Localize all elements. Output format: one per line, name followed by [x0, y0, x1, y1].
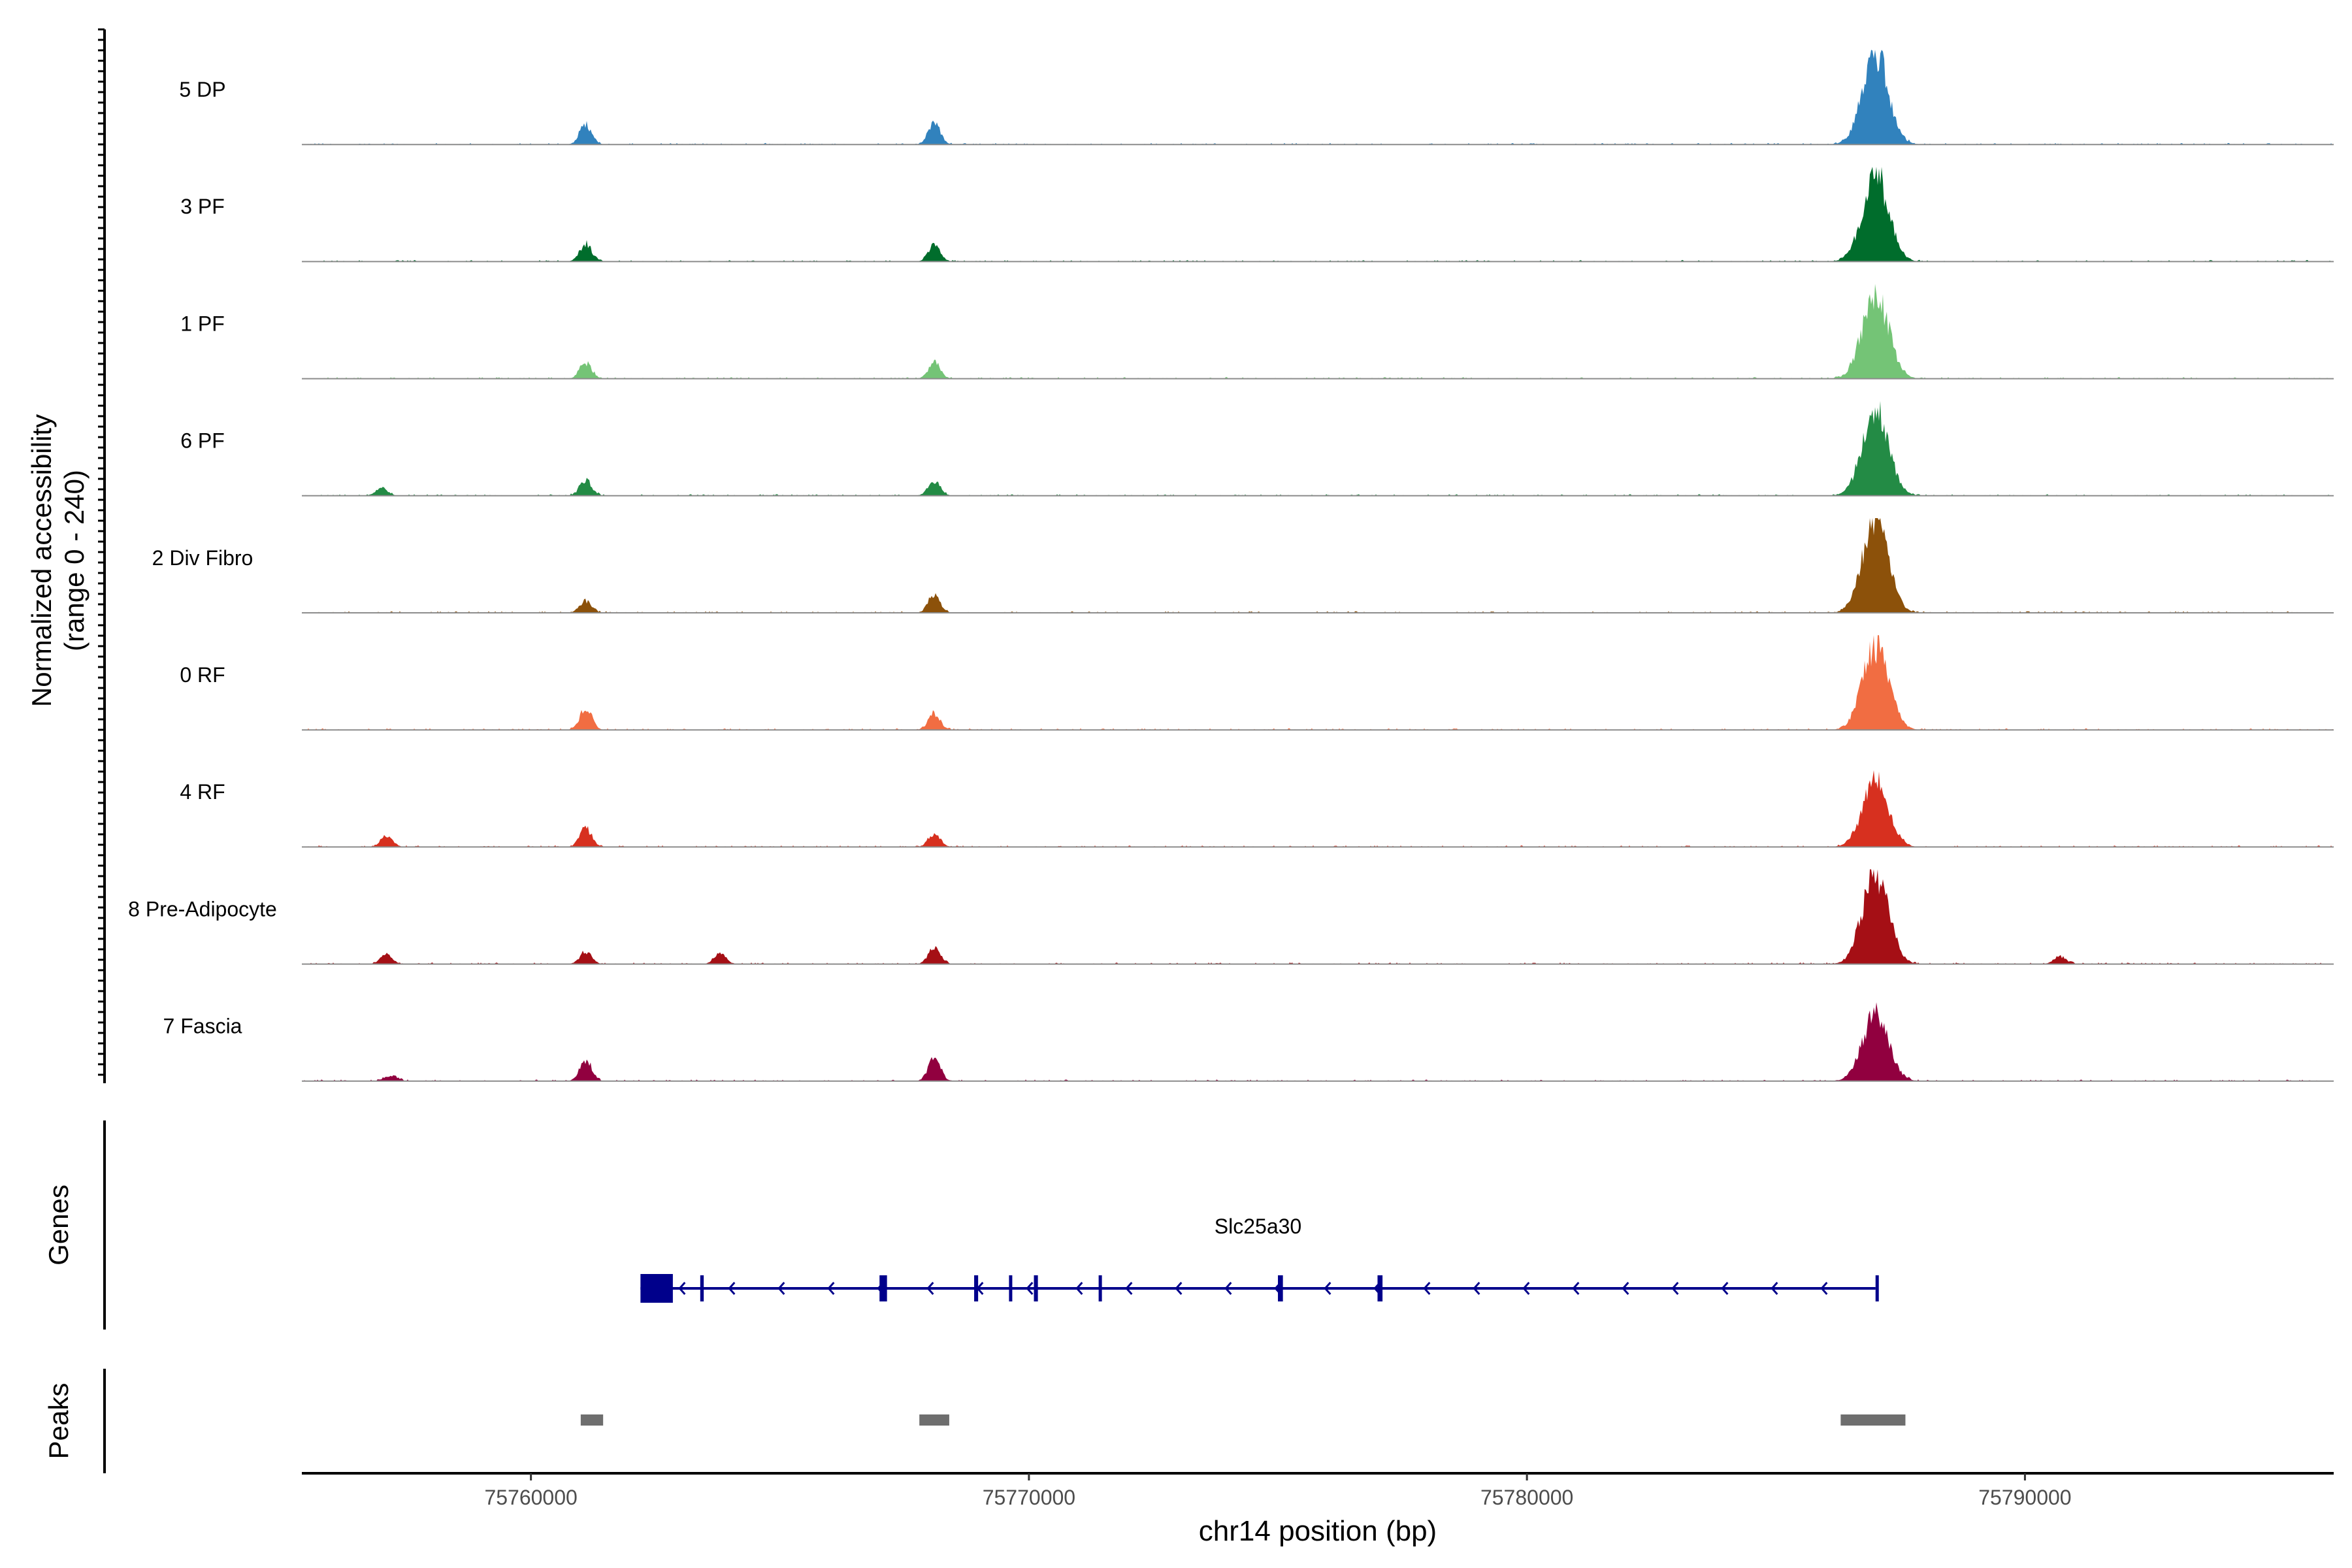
track-8: 8 Pre-Adipocyte	[128, 869, 2334, 965]
track-label: 4 RF	[180, 780, 225, 804]
genes-axis-title: Genes	[43, 1184, 74, 1266]
y-axis-coverage: Normalized accessibility (range 0 - 240)	[26, 28, 106, 1083]
track-label: 5 DP	[179, 78, 225, 101]
strand-arrow	[827, 1282, 835, 1295]
coverage-tracks: 5 DP 3 PF 1 PF 6 PF 2 Div Fibro 0 RF 4 RF 8 Pre…	[128, 50, 2334, 1082]
strand-arrow	[678, 1282, 686, 1295]
strand-arrow	[1572, 1282, 1580, 1295]
strand-arrow	[1771, 1282, 1778, 1295]
peak-regions	[580, 1414, 1906, 1426]
strand-arrow	[777, 1282, 785, 1295]
track-label: 1 PF	[180, 312, 225, 335]
strand-arrow	[926, 1282, 934, 1295]
gene-model	[640, 1274, 1879, 1303]
peaks-axis-title: Peaks	[43, 1383, 74, 1460]
track-label: 8 Pre-Adipocyte	[128, 897, 277, 921]
peaks-panel: Peaks	[43, 1369, 1906, 1473]
x-axis-ticks: 75760000 75770000 75780000 75790000	[484, 1473, 2072, 1509]
strand-arrow	[1820, 1282, 1828, 1295]
strand-arrow	[1473, 1282, 1480, 1295]
track-2: 3 PF	[180, 167, 2334, 263]
x-tick-label: 75770000	[983, 1486, 1075, 1509]
track-7: 4 RF	[180, 770, 2334, 848]
strand-arrow	[1423, 1282, 1431, 1295]
strand-arrow	[1026, 1282, 1034, 1295]
x-tick-label: 75790000	[1978, 1486, 2071, 1509]
track-label: 2 Div Fibro	[152, 546, 253, 570]
track-label: 0 RF	[180, 663, 225, 687]
peak-region	[580, 1414, 604, 1426]
gene-name-label: Slc25a30	[1215, 1215, 1301, 1238]
strand-arrow	[1721, 1282, 1729, 1295]
track-4: 6 PF	[180, 400, 2334, 497]
x-axis-title: chr14 position (bp)	[1199, 1515, 1437, 1547]
track-label: 7 Fascia	[163, 1015, 242, 1038]
gene-exon	[879, 1275, 887, 1301]
gene-exon	[1034, 1275, 1038, 1301]
track-label: 6 PF	[180, 429, 225, 453]
track-6: 0 RF	[180, 635, 2334, 731]
gene-exon	[1009, 1275, 1013, 1301]
peak-region	[919, 1414, 949, 1426]
x-axis: 75760000 75770000 75780000 75790000 chr14 p…	[302, 1472, 2334, 1547]
track-3: 1 PF	[180, 284, 2334, 380]
strand-arrow	[728, 1282, 736, 1295]
gene-exon	[974, 1275, 979, 1301]
gene-exon	[1098, 1275, 1102, 1301]
track-5: 2 Div Fibro	[152, 518, 2334, 613]
track-1: 5 DP	[179, 50, 2334, 146]
gene-exon	[700, 1275, 704, 1301]
gene-exon	[1875, 1275, 1879, 1301]
peak-region	[1840, 1414, 1906, 1426]
gene-exon	[640, 1274, 673, 1303]
y-axis-title-line1: Normalized accessibility	[26, 414, 57, 707]
track-label: 3 PF	[180, 195, 225, 218]
x-tick-label: 75760000	[484, 1486, 577, 1509]
strand-arrow	[1224, 1282, 1232, 1295]
x-tick-label: 75780000	[1480, 1486, 1573, 1509]
strand-arrow	[1522, 1282, 1530, 1295]
genes-panel: Genes Slc25a30	[43, 1120, 1879, 1330]
gene-exon	[1278, 1275, 1283, 1301]
gene-exon	[1377, 1275, 1383, 1301]
strand-arrow	[1671, 1282, 1679, 1295]
strand-arrow	[1075, 1282, 1083, 1295]
strand-arrow	[1324, 1282, 1331, 1295]
track-9: 7 Fascia	[163, 1002, 2334, 1082]
strand-arrow	[1125, 1282, 1133, 1295]
strand-arrow	[1622, 1282, 1629, 1295]
y-axis-title-line2: (range 0 - 240)	[59, 470, 90, 651]
strand-arrow	[1175, 1282, 1183, 1295]
coverage-axis-ticks	[98, 28, 105, 1076]
